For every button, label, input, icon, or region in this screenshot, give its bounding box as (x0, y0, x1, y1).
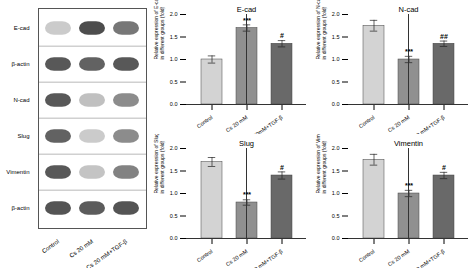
svg-text:1.5: 1.5 (170, 168, 178, 174)
svg-text:1.5: 1.5 (332, 34, 340, 40)
svg-text:2.0: 2.0 (332, 11, 340, 17)
svg-text:***: *** (243, 17, 251, 24)
svg-text:0.5: 0.5 (170, 213, 178, 219)
svg-text:N-cad: N-cad (398, 5, 418, 14)
svg-text:Relative expression of E-cadin: Relative expression of E-cadin different… (153, 0, 165, 60)
svg-text:0.0: 0.0 (332, 235, 340, 241)
svg-text:0.0: 0.0 (332, 101, 340, 107)
svg-text:1.5: 1.5 (170, 34, 178, 40)
svg-text:***: *** (243, 191, 251, 198)
svg-text:Vimentin: Vimentin (394, 139, 423, 148)
svg-text:Control: Control (196, 114, 214, 129)
svg-text:2.0: 2.0 (170, 145, 178, 151)
svg-text:0.0: 0.0 (170, 101, 178, 107)
svg-text:Cs 20 mM+TGF-β: Cs 20 mM+TGF-β (406, 114, 446, 134)
svg-text:Control: Control (196, 248, 214, 263)
svg-text:Cs 20mM+TGF-β: Cs 20mM+TGF-β (245, 114, 283, 134)
svg-text:#: # (280, 32, 284, 39)
svg-text:#: # (442, 164, 446, 171)
svg-text:Slug: Slug (17, 133, 29, 139)
svg-text:0.5: 0.5 (332, 79, 340, 85)
svg-text:***: *** (405, 182, 413, 189)
svg-text:N-cad: N-cad (13, 97, 29, 103)
svg-text:***: *** (405, 48, 413, 55)
svg-text:Relative expression of Vimenti: Relative expression of Vimentinin differ… (315, 134, 327, 194)
svg-text:Control: Control (41, 238, 60, 254)
svg-text:1.0: 1.0 (170, 56, 178, 62)
svg-text:Cs 20 mM: Cs 20 mM (387, 248, 411, 268)
svg-text:Cs 20 mM: Cs 20 mM (68, 238, 94, 259)
svg-text:Cs 20 mM: Cs 20 mM (387, 114, 411, 134)
svg-text:Cs 20 mM+TGF-β: Cs 20 mM+TGF-β (406, 248, 446, 268)
svg-text:##: ## (440, 33, 448, 40)
svg-text:Cs 20 mM+TGF-β: Cs 20 mM+TGF-β (244, 248, 284, 268)
svg-text:0.5: 0.5 (332, 213, 340, 219)
svg-text:Cs 20 mM: Cs 20 mM (225, 248, 249, 268)
svg-text:2.0: 2.0 (332, 145, 340, 151)
svg-text:Slug: Slug (239, 139, 254, 148)
svg-text:#: # (280, 164, 284, 171)
svg-text:0.5: 0.5 (170, 79, 178, 85)
svg-text:1.0: 1.0 (332, 190, 340, 196)
svg-text:Cs 20 mM+TGF-β: Cs 20 mM+TGF-β (85, 238, 128, 268)
svg-text:β-actin: β-actin (11, 61, 29, 67)
svg-text:β-actin: β-actin (11, 205, 29, 211)
svg-text:2.0: 2.0 (170, 11, 178, 17)
svg-text:E-cad: E-cad (237, 5, 257, 14)
svg-text:Cs 20 mM: Cs 20 mM (225, 114, 249, 134)
svg-text:1.0: 1.0 (170, 190, 178, 196)
svg-text:Vimentin: Vimentin (6, 169, 29, 175)
svg-text:Control: Control (358, 248, 376, 263)
svg-text:1.5: 1.5 (332, 168, 340, 174)
svg-text:Relative expression of N-cadin: Relative expression of N-cadin different… (315, 0, 327, 60)
svg-text:E-cad: E-cad (14, 25, 30, 31)
svg-text:1.0: 1.0 (332, 56, 340, 62)
svg-text:Relative expression of Slugin: Relative expression of Slugin different … (153, 134, 165, 194)
svg-text:Control: Control (358, 114, 376, 129)
svg-text:0.0: 0.0 (170, 235, 178, 241)
